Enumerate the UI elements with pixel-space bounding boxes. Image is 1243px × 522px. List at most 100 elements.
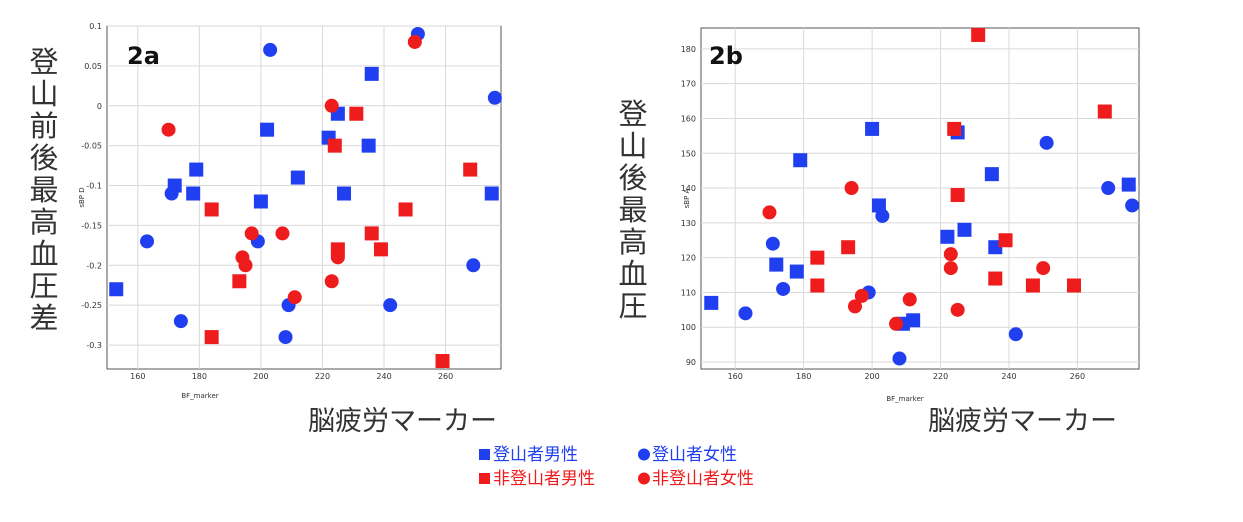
data-point-circle: [943, 247, 958, 262]
x-tick-label: 260: [438, 372, 453, 381]
data-point-circle: [330, 250, 345, 265]
data-point-square: [361, 138, 376, 153]
data-point-circle: [762, 205, 777, 220]
data-point-square: [204, 330, 219, 345]
legend-marker-square: [479, 473, 490, 484]
data-point-square: [232, 274, 247, 289]
data-point-circle: [1036, 261, 1051, 276]
data-point-square: [364, 226, 379, 241]
legend-label: 非登山者女性: [652, 469, 754, 489]
data-point-circle: [407, 34, 422, 49]
x-axis-label: BF_marker: [181, 392, 218, 400]
x-tick-label: 180: [796, 372, 811, 381]
y-tick-label: -0.25: [81, 301, 102, 310]
y-tick-label: -0.1: [86, 182, 102, 191]
data-point-circle: [847, 299, 862, 314]
data-point-square: [810, 250, 825, 265]
data-point-square: [337, 186, 352, 201]
data-point-circle: [943, 261, 958, 276]
data-point-square: [463, 162, 478, 177]
data-point-square: [998, 233, 1013, 248]
x-tick-label: 200: [253, 372, 268, 381]
y-tick-label: 150: [681, 149, 696, 158]
x-tick-label: 160: [130, 372, 145, 381]
legend-label: 登山者男性: [493, 445, 578, 465]
legend-label: 登山者女性: [652, 445, 737, 465]
data-point-square: [373, 242, 388, 257]
data-point-square: [398, 202, 413, 217]
data-point-square: [189, 162, 204, 177]
data-point-circle: [466, 258, 481, 273]
data-point-circle: [164, 186, 179, 201]
y-tick-label: 100: [681, 323, 696, 332]
x-axis-title: 脳疲労マーカー: [308, 406, 497, 437]
y-tick-label: -0.05: [81, 142, 102, 151]
data-point-circle: [161, 122, 176, 137]
y-tick-label: 170: [681, 80, 696, 89]
y-tick-label: -0.2: [86, 261, 102, 270]
data-point-square: [769, 257, 784, 272]
x-tick-label: 240: [1001, 372, 1016, 381]
y-tick-label: 110: [681, 288, 696, 297]
data-point-circle: [263, 42, 278, 57]
data-point-circle: [324, 274, 339, 289]
data-point-square: [810, 278, 825, 293]
data-point-square: [1025, 278, 1040, 293]
x-tick-label: 220: [933, 372, 948, 381]
data-point-square: [260, 122, 275, 137]
legend-marker-circle: [638, 448, 650, 461]
data-point-square: [1121, 177, 1136, 192]
data-point-square: [971, 27, 986, 42]
data-point-circle: [278, 330, 293, 345]
data-point-square: [484, 186, 499, 201]
data-point-square: [865, 121, 880, 136]
x-axis-label: BF_marker: [886, 395, 923, 403]
data-point-circle: [854, 288, 869, 303]
data-point-square: [947, 121, 962, 136]
data-point-square: [1066, 278, 1081, 293]
x-tick-label: 180: [192, 372, 207, 381]
x-tick-label: 240: [376, 372, 391, 381]
data-point-square: [204, 202, 219, 217]
plot-area: [700, 27, 1140, 370]
data-point-circle: [902, 292, 917, 307]
y-tick-label: 130: [681, 219, 696, 228]
data-point-circle: [238, 258, 253, 273]
data-point-circle: [244, 226, 259, 241]
data-point-circle: [140, 234, 155, 249]
data-point-circle: [776, 281, 791, 296]
data-point-circle: [765, 236, 780, 251]
data-point-square: [957, 222, 972, 237]
y-tick-label: 90: [686, 358, 696, 367]
data-point-square: [704, 295, 719, 310]
y-tick-label: 0.05: [84, 62, 102, 71]
data-point-circle: [275, 226, 290, 241]
x-tick-label: 260: [1070, 372, 1085, 381]
data-point-square: [950, 188, 965, 203]
y-axis-label: sBP A: [683, 188, 691, 208]
data-point-circle: [1101, 181, 1116, 196]
data-point-circle: [1039, 135, 1054, 150]
data-point-circle: [383, 298, 398, 313]
data-point-circle: [324, 98, 339, 113]
data-point-square: [253, 194, 268, 209]
y-tick-label: -0.3: [86, 341, 102, 350]
data-point-circle: [892, 351, 907, 366]
panel-label: 2a: [127, 42, 160, 70]
data-point-square: [349, 106, 364, 121]
data-point-circle: [1008, 327, 1023, 342]
data-point-square: [327, 138, 342, 153]
y-axis-title: 登山前後最高血圧差: [29, 45, 58, 335]
y-tick-label: 0: [97, 102, 102, 111]
data-point-square: [906, 313, 921, 328]
data-point-square: [841, 240, 856, 255]
legend-marker-square: [479, 449, 490, 460]
data-point-circle: [738, 306, 753, 321]
data-point-circle: [844, 181, 859, 196]
data-point-circle: [287, 290, 302, 305]
y-axis-label: sBP D: [78, 187, 86, 207]
data-point-circle: [173, 314, 188, 329]
data-point-circle: [1125, 198, 1140, 213]
